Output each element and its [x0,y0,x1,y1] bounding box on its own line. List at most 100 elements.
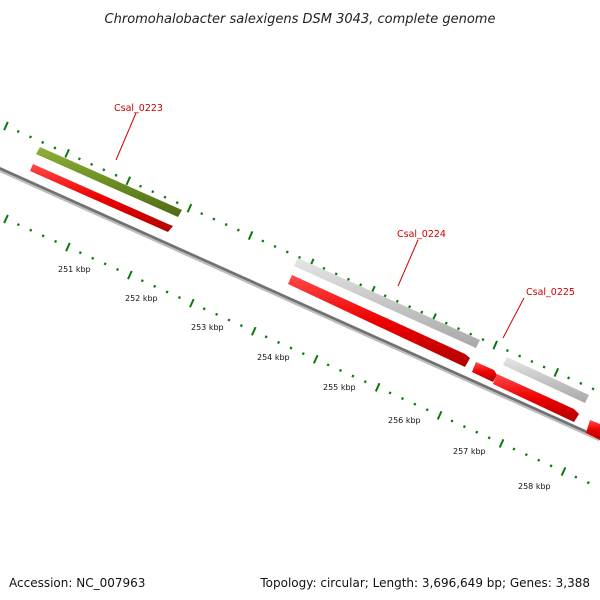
gene-label-csal-0225[interactable]: Csal_0225 [526,287,575,298]
inner-minor-tick [140,279,144,283]
outer-minor-tick [200,212,204,216]
outer-minor-tick [359,283,363,287]
cds-arrow-segment [472,362,497,382]
inner-major-tick [127,270,133,280]
genome-backbone-line [0,167,600,440]
outer-minor-tick [151,190,155,194]
inner-minor-tick [289,346,293,350]
outer-major-tick [3,121,9,131]
inner-minor-tick [326,363,330,367]
cds-arrow [493,374,579,422]
inner-major-tick [374,382,381,392]
outer-minor-tick [236,228,240,232]
outer-minor-tick [261,239,265,243]
outer-major-tick [553,367,560,377]
outer-minor-tick [102,168,106,172]
outer-major-tick [247,231,254,241]
tick-label-253: 253 kbp [191,323,224,332]
gene-bar [294,258,480,348]
outer-minor-tick [212,217,216,221]
inner-minor-tick [277,340,281,344]
outer-major-tick [125,176,132,186]
tick-label-256: 256 kbp [388,416,421,425]
inner-minor-tick [301,352,305,356]
inner-minor-tick [413,402,417,406]
inner-minor-tick [574,475,578,479]
outer-minor-tick [408,305,412,309]
cds-arrow [30,164,173,232]
inner-minor-tick [537,458,541,462]
map-title: Chromohalobacter salexigens DSM 3043, co… [105,12,496,27]
outer-minor-tick [530,359,534,364]
gene-label-csal-0223[interactable]: Csal_0223 [114,103,163,114]
inner-minor-tick [165,290,169,294]
gene-csal-0225[interactable] [493,357,600,440]
outer-minor-tick [28,135,32,139]
gene-csal-0223[interactable] [30,147,182,232]
inner-minor-tick [462,425,466,429]
inner-minor-tick [239,324,243,328]
outer-minor-tick [346,277,350,281]
outer-minor-tick [469,332,473,336]
inner-minor-tick [41,234,45,238]
outer-minor-tick [420,310,424,314]
gene-csal-0224[interactable] [288,258,497,382]
outer-major-tick [64,148,70,158]
outer-minor-tick [579,381,583,385]
inner-minor-tick [363,380,367,384]
inner-minor-tick [586,481,590,485]
inner-minor-tick [487,436,491,440]
inner-minor-tick [425,408,429,412]
inner-major-tick [498,438,505,448]
outer-minor-tick [273,244,277,249]
inner-minor-tick [450,419,454,423]
inner-minor-tick [116,267,119,272]
inner-major-tick [560,466,567,476]
outer-minor-tick [444,321,448,325]
inner-minor-tick [388,391,392,395]
outer-minor-tick [542,365,546,369]
outer-minor-tick [383,294,387,298]
outer-minor-tick [90,162,94,166]
outer-minor-tick [567,376,571,380]
inner-minor-tick [512,447,516,451]
outer-minor-tick [481,338,485,342]
gene-label-csal-0224[interactable]: Csal_0224 [397,229,446,240]
outer-minor-tick [53,146,57,150]
label-leader-csal-0223 [115,112,137,161]
inner-minor-tick [54,239,58,243]
inner-minor-tick [78,251,82,255]
inner-tick-track [3,214,590,485]
outer-minor-tick [518,354,522,358]
inner-major-tick [189,298,195,308]
outer-minor-tick [591,387,595,391]
inner-minor-tick [91,256,95,260]
outer-minor-tick [16,129,20,134]
inner-minor-tick [264,335,268,339]
outer-minor-tick [224,223,228,227]
inner-minor-tick [215,312,219,316]
inner-minor-tick [103,262,107,266]
tick-label-254: 254 kbp [257,353,290,362]
outer-tick-track [3,121,595,391]
outer-minor-tick [395,299,399,303]
outer-minor-tick [322,266,326,270]
inner-minor-tick [177,295,181,300]
outer-minor-tick [41,140,45,144]
outer-minor-tick [285,250,289,254]
topology-text: Topology: circular; Length: 3,696,649 bp… [260,576,590,590]
label-leader-csal-0225 [502,297,525,339]
inner-minor-tick [351,374,355,378]
cds-arrow-edge [586,420,600,440]
inner-minor-tick [524,453,528,457]
outer-minor-tick [457,327,460,331]
inner-minor-tick [339,368,342,373]
tick-label-255: 255 kbp [323,383,356,392]
inner-minor-tick [475,430,479,434]
inner-major-tick [251,326,257,336]
outer-minor-tick [334,272,338,276]
inner-major-tick [436,410,443,420]
inner-minor-tick [153,284,157,288]
label-leader-csal-0224 [397,239,419,287]
